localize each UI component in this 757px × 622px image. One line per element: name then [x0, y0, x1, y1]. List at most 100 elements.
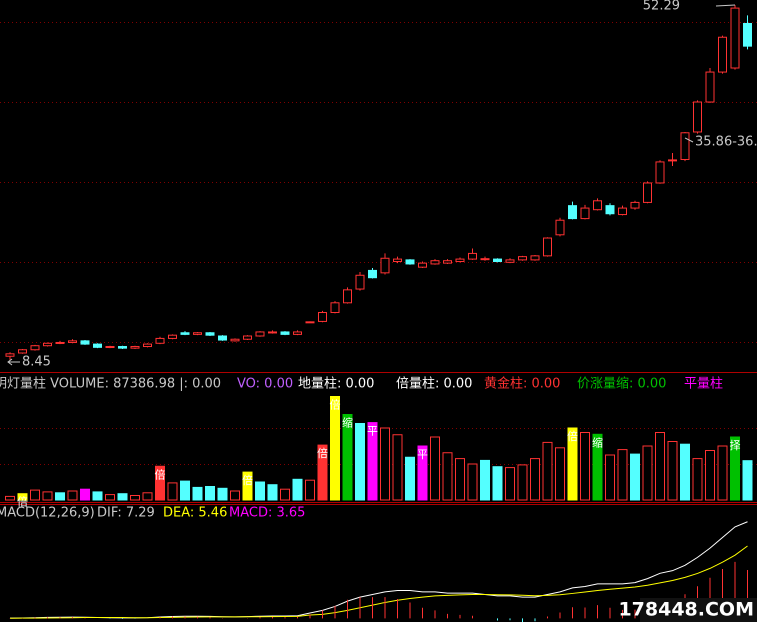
volume-bar — [542, 441, 553, 501]
volume-bar — [67, 490, 78, 501]
annotation-leader — [715, 4, 736, 7]
candle-body — [130, 346, 140, 349]
bar-label: 倍 — [567, 429, 578, 443]
legend-item: MACD: 3.65 — [229, 506, 305, 521]
candle-body — [330, 302, 340, 314]
bar-label: 倍 — [317, 446, 328, 460]
candle-body — [605, 205, 615, 215]
candle-body — [118, 346, 127, 349]
candle-body — [280, 331, 290, 335]
candle-body — [643, 182, 652, 203]
candle-body — [205, 332, 215, 336]
volume-bar — [705, 450, 715, 501]
candle-body — [618, 207, 627, 216]
candle-body — [105, 346, 115, 349]
volume-bar — [442, 452, 453, 501]
volume-bar — [480, 459, 490, 501]
macd-line — [9, 545, 748, 619]
bar-label: 择 — [730, 438, 741, 452]
price-annotation: 8.45 — [22, 355, 51, 370]
bar-label: 平 — [367, 425, 378, 438]
bar-label: 倍 — [330, 398, 341, 412]
candle-body — [580, 207, 590, 220]
volume-bar — [342, 414, 353, 501]
volume-bar — [667, 441, 678, 501]
volume-bar — [330, 396, 340, 501]
candle-body — [493, 258, 502, 263]
watermark: 178448.COM — [618, 599, 754, 621]
volume-bar — [430, 436, 440, 501]
volume-bar — [717, 445, 728, 501]
volume-bar — [405, 456, 415, 501]
volume-bar — [367, 422, 378, 501]
volume-bar — [455, 458, 465, 501]
legend-item: 平量柱 — [684, 377, 723, 392]
candle-body — [743, 22, 752, 47]
candle-body — [293, 331, 302, 335]
volume-bar — [167, 482, 178, 501]
volume-bar — [355, 423, 365, 501]
legend-item: MACD(12,26,9) — [0, 506, 95, 521]
candle-body — [68, 340, 77, 343]
volume-bar — [17, 493, 28, 501]
candle-body — [718, 36, 727, 73]
candle-body — [243, 335, 252, 340]
candle-body — [405, 259, 415, 265]
volume-bar — [242, 471, 253, 501]
volume-bar — [517, 464, 528, 501]
volume-bar — [530, 458, 540, 501]
annotation-arrow — [7, 358, 20, 366]
candle-body — [218, 335, 227, 341]
candle-body — [5, 353, 15, 357]
volume-bar — [317, 444, 328, 501]
volume-bar — [292, 478, 303, 501]
candle-body — [418, 262, 427, 268]
candle-body — [555, 219, 565, 236]
volume-bar — [692, 458, 703, 501]
volume-bar — [30, 489, 40, 501]
volume-bar — [130, 495, 140, 501]
volume-bar — [592, 433, 603, 501]
volume-bar — [92, 491, 103, 501]
volume-bar — [555, 447, 565, 501]
bar-label: 倍 — [155, 467, 166, 481]
candle-body — [93, 343, 102, 348]
volume-bar — [305, 479, 315, 501]
candle-body — [168, 334, 177, 339]
candle-body — [230, 338, 240, 342]
candle-body — [268, 331, 277, 334]
volume-bar — [217, 487, 228, 501]
legend-item: 价涨量缩: 0.00 — [577, 376, 666, 392]
candle-body — [343, 289, 352, 304]
volume-bar — [605, 454, 615, 501]
candle-body — [505, 259, 515, 263]
bar-label: 倍 — [17, 495, 28, 509]
volume-bar — [280, 488, 290, 501]
legend-item: DEA: 5.46 — [163, 506, 227, 521]
candle-body — [543, 237, 552, 257]
volume-bar — [617, 449, 628, 501]
volume-bar — [230, 490, 240, 501]
legend-item: 黄金柱: 0.00 — [484, 376, 560, 392]
legend-item: 明灯量柱 VOLUME: 87386.98 |: 0.00 — [0, 377, 221, 392]
candle-body — [730, 7, 740, 69]
candle-body — [655, 161, 665, 184]
candle-body — [368, 269, 377, 279]
candle-body — [305, 321, 315, 324]
candle-body — [430, 260, 440, 265]
candle-body — [143, 343, 152, 348]
annotation-leader — [684, 137, 694, 143]
volume-bar — [505, 467, 515, 501]
volume-bar — [492, 466, 503, 501]
candle-body — [318, 312, 327, 322]
legend-item: 地量柱: 0.00 — [298, 377, 374, 392]
candle-body — [255, 331, 265, 337]
volume-bar — [630, 453, 640, 501]
candle-body — [568, 205, 577, 220]
candle-body — [43, 342, 52, 347]
volume-bar — [680, 443, 690, 501]
volume-bar — [105, 494, 115, 501]
volume-bar — [142, 492, 153, 501]
candle-body — [155, 337, 165, 344]
